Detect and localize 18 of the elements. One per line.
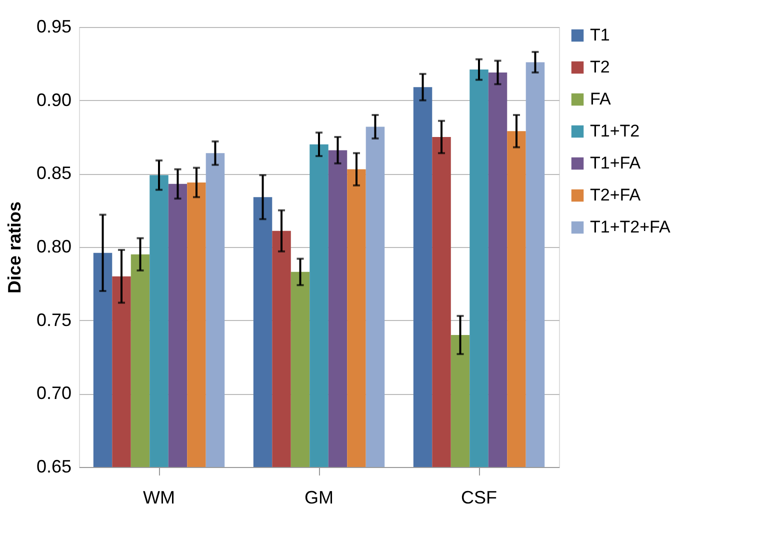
- y-tick-label: 0.85: [36, 163, 72, 184]
- y-tick-label: 0.90: [36, 90, 72, 110]
- y-tick-label: 0.80: [36, 236, 72, 256]
- x-tick-label: CSF: [461, 488, 498, 508]
- x-tick-label: WM: [143, 488, 175, 508]
- legend-label: T2: [590, 58, 610, 76]
- legend-label: T1+T2: [590, 122, 640, 140]
- legend-label: FA: [590, 90, 612, 108]
- y-tick-label: 0.75: [36, 310, 72, 330]
- legend-label: T1+FA: [590, 154, 642, 172]
- x-tick-label: GM: [304, 488, 334, 508]
- y-tick-label: 0.70: [36, 383, 72, 404]
- y-tick-label: 0.65: [36, 456, 72, 476]
- legend-label: T2+FA: [590, 186, 642, 204]
- y-axis-title: Dice ratios: [4, 201, 24, 294]
- legend-label: T1+T2+FA: [590, 218, 671, 236]
- legend-label: T1: [590, 26, 610, 44]
- y-tick-label: 0.95: [36, 16, 72, 36]
